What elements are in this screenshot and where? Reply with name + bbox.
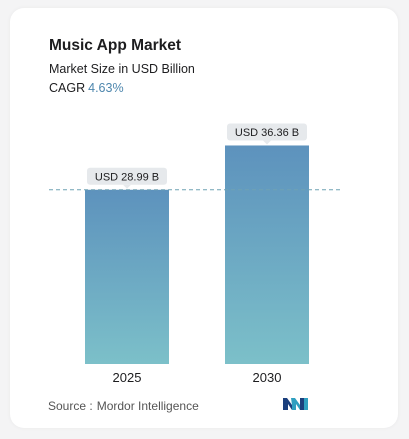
- x-tick-label-2025: 2025: [113, 370, 142, 385]
- cagr-label: CAGR: [49, 81, 86, 95]
- source-line: Source : Mordor Intelligence: [48, 399, 199, 413]
- source-value: Mordor Intelligence: [96, 399, 199, 413]
- source-label: Source :: [48, 399, 93, 413]
- data-label-bg-2025: [87, 167, 167, 185]
- x-tick-label-2030: 2030: [253, 370, 282, 385]
- chart-card: [10, 8, 398, 428]
- cagr-value: 4.63%: [88, 81, 124, 95]
- data-label-bg-2030: [227, 123, 307, 141]
- bar-2025: [85, 189, 169, 364]
- mordor-intelligence-logo-icon: [283, 398, 308, 410]
- chart-title: Music App Market: [49, 37, 182, 54]
- bar-2030: [225, 145, 309, 364]
- chart-subtitle: Market Size in USD Billion: [49, 62, 195, 76]
- data-label-2030: USD 36.36 B: [235, 127, 299, 139]
- data-label-2025: USD 28.99 B: [95, 171, 159, 183]
- data-label-pointer-2030: [263, 140, 271, 145]
- cagr-line: CAGR 4.63%: [49, 81, 124, 95]
- data-label-pointer-2025: [123, 184, 131, 189]
